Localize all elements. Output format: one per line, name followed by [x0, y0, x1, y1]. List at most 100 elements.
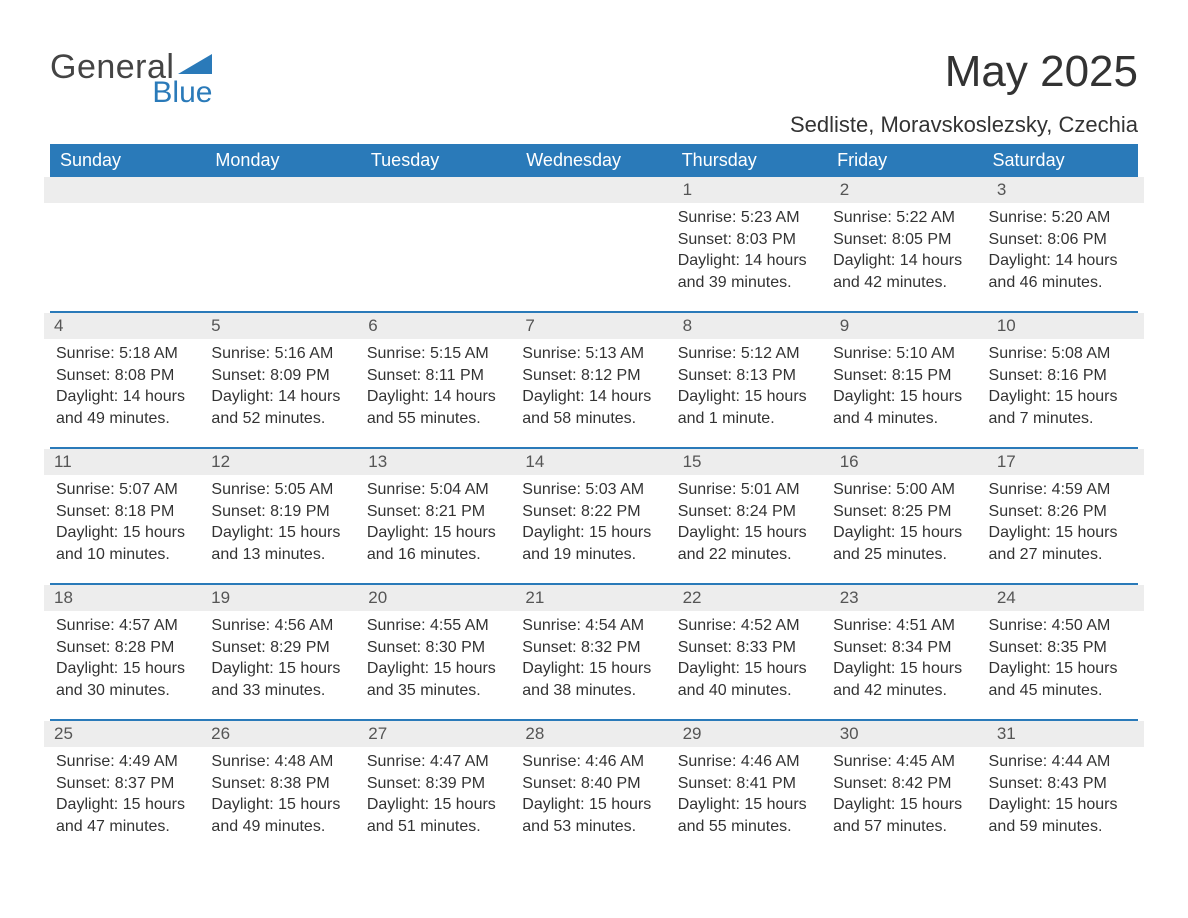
sunrise-text: Sunrise: 4:45 AM: [833, 751, 976, 773]
sunrise-text: Sunrise: 5:00 AM: [833, 479, 976, 501]
location-text: Sedliste, Moravskoslezsky, Czechia: [790, 112, 1138, 138]
day-content: Sunrise: 4:55 AMSunset: 8:30 PMDaylight:…: [367, 615, 510, 701]
sunset-text: Sunset: 8:29 PM: [211, 637, 354, 659]
calendar-day-cell: Sunrise: 5:00 AMSunset: 8:25 PMDaylight:…: [827, 479, 982, 583]
sunrise-text: Sunrise: 4:49 AM: [56, 751, 199, 773]
weekday-header: Monday: [205, 144, 360, 177]
sunset-text: Sunset: 8:09 PM: [211, 365, 354, 387]
day-content: Sunrise: 5:22 AMSunset: 8:05 PMDaylight:…: [833, 207, 976, 293]
sunset-text: Sunset: 8:26 PM: [989, 501, 1132, 523]
daylight-text: Daylight: 15 hours and 1 minute.: [678, 386, 821, 429]
sunset-text: Sunset: 8:38 PM: [211, 773, 354, 795]
sunset-text: Sunset: 8:39 PM: [367, 773, 510, 795]
weekday-header: Tuesday: [361, 144, 516, 177]
calendar-day-cell: Sunrise: 4:48 AMSunset: 8:38 PMDaylight:…: [205, 751, 360, 855]
calendar-day-cell: Sunrise: 5:16 AMSunset: 8:09 PMDaylight:…: [205, 343, 360, 447]
day-number: 19: [201, 585, 358, 611]
day-content: Sunrise: 5:12 AMSunset: 8:13 PMDaylight:…: [678, 343, 821, 429]
day-number: 23: [830, 585, 987, 611]
sunrise-text: Sunrise: 4:54 AM: [522, 615, 665, 637]
day-content: Sunrise: 4:47 AMSunset: 8:39 PMDaylight:…: [367, 751, 510, 837]
calendar-day-cell: Sunrise: 4:52 AMSunset: 8:33 PMDaylight:…: [672, 615, 827, 719]
sunset-text: Sunset: 8:32 PM: [522, 637, 665, 659]
calendar-day-cell: Sunrise: 4:54 AMSunset: 8:32 PMDaylight:…: [516, 615, 671, 719]
calendar-day-cell: [205, 207, 360, 311]
day-number: 18: [44, 585, 201, 611]
sunrise-text: Sunrise: 4:46 AM: [678, 751, 821, 773]
day-content: Sunrise: 5:23 AMSunset: 8:03 PMDaylight:…: [678, 207, 821, 293]
day-content: Sunrise: 4:59 AMSunset: 8:26 PMDaylight:…: [989, 479, 1132, 565]
day-number-strip: 45678910: [44, 313, 1144, 339]
daylight-text: Daylight: 14 hours and 42 minutes.: [833, 250, 976, 293]
daylight-text: Daylight: 15 hours and 38 minutes.: [522, 658, 665, 701]
week-body: Sunrise: 5:18 AMSunset: 8:08 PMDaylight:…: [50, 343, 1138, 447]
day-number: 31: [987, 721, 1144, 747]
sunrise-text: Sunrise: 5:05 AM: [211, 479, 354, 501]
day-content: Sunrise: 4:54 AMSunset: 8:32 PMDaylight:…: [522, 615, 665, 701]
day-content: Sunrise: 5:05 AMSunset: 8:19 PMDaylight:…: [211, 479, 354, 565]
daylight-text: Daylight: 14 hours and 52 minutes.: [211, 386, 354, 429]
daylight-text: Daylight: 15 hours and 51 minutes.: [367, 794, 510, 837]
page: General Blue May 2025 Sedliste, Moravsko…: [0, 0, 1188, 895]
day-content: Sunrise: 4:56 AMSunset: 8:29 PMDaylight:…: [211, 615, 354, 701]
daylight-text: Daylight: 15 hours and 33 minutes.: [211, 658, 354, 701]
day-content: Sunrise: 4:49 AMSunset: 8:37 PMDaylight:…: [56, 751, 199, 837]
day-number: [358, 177, 515, 203]
header: General Blue May 2025 Sedliste, Moravsko…: [50, 50, 1138, 138]
sunrise-text: Sunrise: 5:15 AM: [367, 343, 510, 365]
day-number: 24: [987, 585, 1144, 611]
daylight-text: Daylight: 14 hours and 46 minutes.: [989, 250, 1132, 293]
daylight-text: Daylight: 15 hours and 7 minutes.: [989, 386, 1132, 429]
sunrise-text: Sunrise: 5:03 AM: [522, 479, 665, 501]
day-number: 26: [201, 721, 358, 747]
day-number: 4: [44, 313, 201, 339]
day-number: 6: [358, 313, 515, 339]
sunset-text: Sunset: 8:22 PM: [522, 501, 665, 523]
daylight-text: Daylight: 14 hours and 55 minutes.: [367, 386, 510, 429]
day-content: Sunrise: 5:07 AMSunset: 8:18 PMDaylight:…: [56, 479, 199, 565]
day-number: 30: [830, 721, 987, 747]
daylight-text: Daylight: 15 hours and 35 minutes.: [367, 658, 510, 701]
sunrise-text: Sunrise: 4:44 AM: [989, 751, 1132, 773]
day-number: 27: [358, 721, 515, 747]
day-number-strip: 123: [44, 177, 1144, 203]
calendar-day-cell: Sunrise: 5:05 AMSunset: 8:19 PMDaylight:…: [205, 479, 360, 583]
sunset-text: Sunset: 8:37 PM: [56, 773, 199, 795]
sunset-text: Sunset: 8:40 PM: [522, 773, 665, 795]
day-content: Sunrise: 5:03 AMSunset: 8:22 PMDaylight:…: [522, 479, 665, 565]
sunrise-text: Sunrise: 5:08 AM: [989, 343, 1132, 365]
calendar-day-cell: Sunrise: 4:45 AMSunset: 8:42 PMDaylight:…: [827, 751, 982, 855]
sunset-text: Sunset: 8:28 PM: [56, 637, 199, 659]
day-number: 3: [987, 177, 1144, 203]
calendar-day-cell: [516, 207, 671, 311]
day-number: 5: [201, 313, 358, 339]
calendar-day-cell: Sunrise: 5:01 AMSunset: 8:24 PMDaylight:…: [672, 479, 827, 583]
sunset-text: Sunset: 8:34 PM: [833, 637, 976, 659]
day-content: Sunrise: 4:46 AMSunset: 8:40 PMDaylight:…: [522, 751, 665, 837]
weekday-header-row: SundayMondayTuesdayWednesdayThursdayFrid…: [50, 144, 1138, 177]
calendar-day-cell: Sunrise: 5:13 AMSunset: 8:12 PMDaylight:…: [516, 343, 671, 447]
calendar: SundayMondayTuesdayWednesdayThursdayFrid…: [50, 144, 1138, 855]
sunrise-text: Sunrise: 5:01 AM: [678, 479, 821, 501]
calendar-day-cell: Sunrise: 4:56 AMSunset: 8:29 PMDaylight:…: [205, 615, 360, 719]
weekday-header: Saturday: [983, 144, 1138, 177]
sunset-text: Sunset: 8:05 PM: [833, 229, 976, 251]
day-content: Sunrise: 4:48 AMSunset: 8:38 PMDaylight:…: [211, 751, 354, 837]
calendar-week: 25262728293031Sunrise: 4:49 AMSunset: 8:…: [50, 719, 1138, 855]
daylight-text: Daylight: 15 hours and 47 minutes.: [56, 794, 199, 837]
sunrise-text: Sunrise: 4:51 AM: [833, 615, 976, 637]
day-number: 20: [358, 585, 515, 611]
calendar-day-cell: Sunrise: 5:08 AMSunset: 8:16 PMDaylight:…: [983, 343, 1138, 447]
weeks-container: 123Sunrise: 5:23 AMSunset: 8:03 PMDaylig…: [50, 177, 1138, 855]
daylight-text: Daylight: 15 hours and 4 minutes.: [833, 386, 976, 429]
daylight-text: Daylight: 15 hours and 30 minutes.: [56, 658, 199, 701]
day-number: 9: [830, 313, 987, 339]
daylight-text: Daylight: 15 hours and 53 minutes.: [522, 794, 665, 837]
day-number-strip: 18192021222324: [44, 585, 1144, 611]
sunset-text: Sunset: 8:11 PM: [367, 365, 510, 387]
sunrise-text: Sunrise: 5:12 AM: [678, 343, 821, 365]
sunset-text: Sunset: 8:03 PM: [678, 229, 821, 251]
day-number: 22: [673, 585, 830, 611]
day-number: 29: [673, 721, 830, 747]
day-content: Sunrise: 5:10 AMSunset: 8:15 PMDaylight:…: [833, 343, 976, 429]
